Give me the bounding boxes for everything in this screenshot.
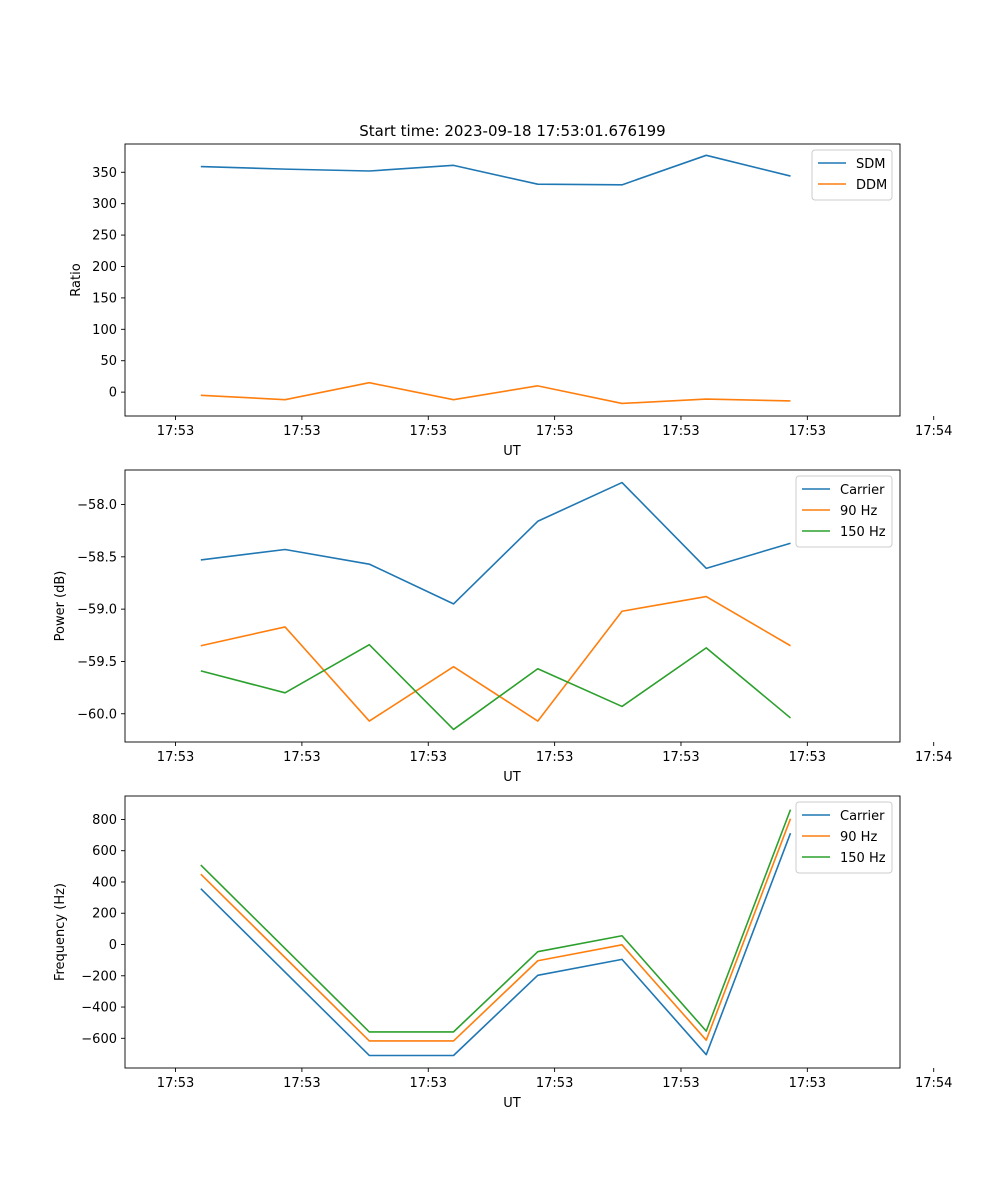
y-tick-label: 0	[109, 938, 117, 953]
y-tick-label: 600	[92, 844, 117, 859]
y-tick-label: 100	[92, 323, 117, 338]
y-tick-label: −59.5	[77, 655, 117, 670]
y-axis-label: Power (dB)	[53, 571, 68, 642]
y-tick-label: 0	[109, 386, 117, 401]
legend-label: 150 Hz	[840, 851, 886, 866]
y-tick-label: −200	[81, 969, 117, 984]
y-tick-label: 400	[92, 875, 117, 890]
legend-label: DDM	[856, 178, 887, 193]
x-tick-label: 17:53	[157, 750, 194, 765]
x-tick-label: 17:54	[915, 1076, 952, 1091]
y-tick-label: −58.5	[77, 550, 117, 565]
y-tick-label: 300	[92, 197, 117, 212]
legend-label: 90 Hz	[840, 504, 877, 519]
legend-label: Carrier	[840, 483, 885, 498]
y-tick-label: 150	[92, 291, 117, 306]
x-tick-label: 17:53	[410, 1076, 447, 1091]
y-tick-label: 200	[92, 907, 117, 922]
x-tick-label: 17:53	[283, 750, 320, 765]
x-tick-label: 17:53	[410, 750, 447, 765]
y-axis-label: Frequency (Hz)	[53, 883, 68, 981]
y-tick-label: −58.0	[77, 498, 117, 513]
y-tick-label: 250	[92, 229, 117, 244]
y-tick-label: −600	[81, 1032, 117, 1047]
x-tick-label: 17:53	[536, 1076, 573, 1091]
x-axis-label: UT	[503, 1096, 521, 1111]
x-axis-label: UT	[503, 770, 521, 785]
x-tick-label: 17:54	[915, 424, 952, 439]
y-tick-label: 50	[100, 354, 117, 369]
y-tick-label: 200	[92, 260, 117, 275]
x-tick-label: 17:53	[662, 1076, 699, 1091]
x-tick-label: 17:54	[915, 750, 952, 765]
figure: 17:53 17:53 17:53 17:53 17:53 17:53 17:54 0 50 10…	[0, 0, 1000, 1200]
y-tick-label: 350	[92, 166, 117, 181]
y-tick-label: −60.0	[77, 707, 117, 722]
x-tick-label: 17:53	[410, 424, 447, 439]
x-tick-label: 17:53	[789, 1076, 826, 1091]
y-tick-label: 800	[92, 813, 117, 828]
legend: SDM DDM	[812, 150, 892, 200]
chart-title: Start time: 2023-09-18 17:53:01.676199	[359, 122, 665, 140]
x-tick-label: 17:53	[157, 1076, 194, 1091]
x-axis-label: UT	[503, 444, 521, 459]
legend-label: SDM	[856, 157, 885, 172]
legend: Carrier 90 Hz 150 Hz	[796, 802, 892, 873]
x-tick-label: 17:53	[662, 424, 699, 439]
y-tick-label: −400	[81, 1001, 117, 1016]
x-tick-label: 17:53	[662, 750, 699, 765]
x-tick-label: 17:53	[789, 750, 826, 765]
x-tick-label: 17:53	[283, 424, 320, 439]
y-tick-label: −59.0	[77, 603, 117, 618]
x-tick-label: 17:53	[536, 424, 573, 439]
x-tick-label: 17:53	[157, 424, 194, 439]
y-axis-label: Ratio	[69, 263, 84, 296]
legend-label: 90 Hz	[840, 830, 877, 845]
x-tick-label: 17:53	[536, 750, 573, 765]
legend-label: 150 Hz	[840, 525, 886, 540]
x-tick-label: 17:53	[789, 424, 826, 439]
x-tick-label: 17:53	[283, 1076, 320, 1091]
legend: Carrier 90 Hz 150 Hz	[796, 476, 892, 547]
legend-label: Carrier	[840, 809, 885, 824]
